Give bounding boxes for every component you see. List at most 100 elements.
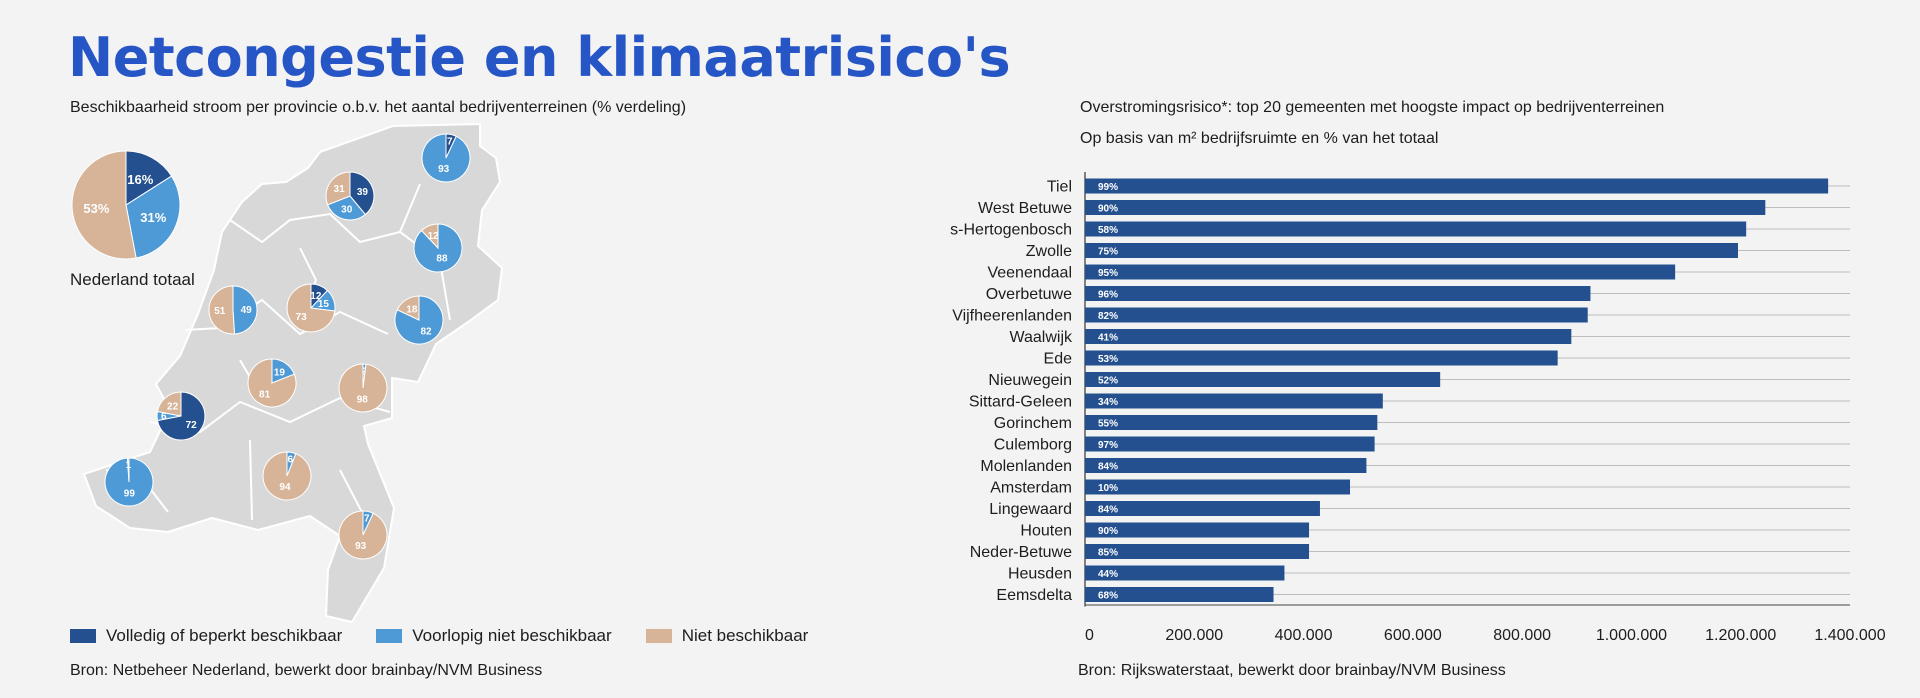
pie-label: 12	[428, 231, 440, 242]
bar-data-label: 52%	[1098, 376, 1118, 387]
bar-data-label: 44%	[1098, 569, 1118, 580]
pie-label: 16%	[127, 172, 153, 187]
pie-slice	[420, 223, 439, 250]
bar-category-label: Waalwijk	[1009, 329, 1073, 346]
bar-data-label: 53%	[1098, 354, 1118, 365]
pie-label: 31	[334, 184, 346, 195]
x-tick-label: 1.000.000	[1596, 627, 1667, 644]
pie-friesland: 39 30 31	[325, 171, 375, 221]
pie-slice	[338, 510, 388, 560]
bar-data-label: 58%	[1098, 225, 1118, 236]
pie-slice	[349, 171, 375, 216]
legend-label-available: Volledig of beperkt beschikbaar	[106, 626, 343, 645]
bar-category-label: Eemsdelta	[996, 587, 1072, 604]
pie-label: 49	[241, 305, 253, 316]
bar-category-label: Zwolle	[1026, 243, 1072, 260]
pie-slice	[325, 171, 351, 206]
pie-label: 51	[214, 306, 226, 317]
map-legend: Volledig of beperkt beschikbaar Voorlopi…	[70, 626, 808, 646]
pie-slice	[247, 358, 297, 408]
bar-source: Bron: Rijkswaterstaat, bewerkt door brai…	[1078, 662, 1506, 679]
bar-data-label: 68%	[1098, 591, 1118, 602]
pie-label: 31%	[140, 210, 166, 225]
bar	[1085, 243, 1738, 258]
bar-data-label: 34%	[1098, 397, 1118, 408]
pie-zuid-holland: 72 622	[156, 391, 206, 441]
legend-item-temporary-unavailable: Voorlopig niet beschikbaar	[376, 626, 612, 646]
legend-swatch-available	[70, 629, 96, 643]
bar-category-label: West Betuwe	[978, 200, 1072, 217]
pie-slice	[262, 451, 312, 501]
bar-data-label: 41%	[1098, 333, 1118, 344]
pie-label: 12	[310, 291, 322, 302]
pie-label: 6	[287, 455, 293, 466]
bar	[1085, 372, 1441, 387]
legend-item-available: Volledig of beperkt beschikbaar	[70, 626, 342, 646]
bar-tick-labels: 0 200.000 400.000 600.000 800.000 1.000.000 1.…	[1085, 627, 1886, 644]
bar	[1085, 307, 1588, 323]
pie-label: 22	[167, 401, 179, 412]
pie-slice	[125, 175, 181, 259]
bar-category-labels: Tiel West Betuwe s-Hertogenbosch Zwolle Veen…	[950, 179, 1073, 605]
bar	[1085, 350, 1558, 366]
x-tick-label: 200.000	[1165, 627, 1223, 644]
bar-data-label: 55%	[1098, 419, 1118, 430]
pie-slice	[208, 285, 236, 335]
x-tick-label: 0	[1085, 627, 1094, 644]
bar-data-label: 97%	[1098, 440, 1118, 451]
bar	[1085, 544, 1310, 559]
pie-label: 82	[421, 327, 433, 338]
bar	[1085, 501, 1320, 516]
map-subtitle: Beschikbaarheid stroom per provincie o.b…	[70, 99, 687, 116]
bar	[1085, 479, 1351, 495]
bar	[1085, 458, 1367, 473]
bar-category-label: Neder-Betuwe	[970, 544, 1072, 561]
legend-swatch-unavailable	[645, 629, 672, 643]
bar-category-label: Molenlanden	[980, 458, 1072, 475]
pie-groningen: 7 93	[421, 133, 471, 183]
pie-drenthe: 88 12	[413, 223, 463, 273]
bar-data-label: 96%	[1098, 290, 1118, 301]
bar-data-label: 82%	[1098, 311, 1118, 322]
netherlands-map-pie-chart: 16%31%53%7933930318812495112157382181981…	[71, 123, 503, 623]
pie-slice	[232, 285, 258, 335]
pie-label: 15	[318, 299, 330, 310]
pie-noord-brabant: 6 94	[262, 451, 312, 501]
pie-label: 39	[357, 187, 369, 198]
page-title: Netcongestie en klimaatrisico's	[68, 26, 1011, 89]
pie-label: 6	[161, 412, 167, 423]
bar-data-label: 75%	[1098, 247, 1118, 258]
pie-label: 1	[126, 460, 132, 471]
pie-label: 88	[436, 254, 448, 265]
map-source: Bron: Netbeheer Nederland, bewerkt door …	[70, 662, 543, 679]
bar-category-label: Ede	[1044, 351, 1073, 368]
bar	[1085, 329, 1572, 344]
pie-slice	[126, 457, 130, 483]
bar	[1085, 221, 1747, 237]
pie-label: 19	[274, 368, 286, 379]
bar-category-label: Culemborg	[994, 437, 1072, 454]
pie-label: 72	[186, 420, 198, 431]
bar-data-label: 95%	[1098, 268, 1118, 279]
bar-data-label: 85%	[1098, 548, 1118, 559]
bar	[1085, 415, 1378, 430]
bar-category-label: Lingewaard	[989, 501, 1072, 518]
pie-label: 73	[296, 312, 308, 323]
bar-data-label: 90%	[1098, 204, 1118, 215]
pie-slice	[327, 195, 367, 221]
pie-label: 81	[259, 389, 271, 400]
bar	[1085, 587, 1274, 602]
pie-label: 99	[124, 488, 136, 499]
pie-slice	[286, 283, 336, 333]
pie-label: 18	[406, 304, 418, 315]
pie-label: 93	[438, 164, 450, 175]
bar	[1085, 393, 1383, 409]
legend-item-unavailable: Niet beschikbaar	[645, 626, 808, 646]
bar-series: 99% 90% 58% 75% 95% 96% 82% 41% 53% 52% 34% 55% 97% 8…	[1085, 178, 1829, 602]
bar	[1085, 436, 1375, 452]
pie-label: 7	[447, 137, 453, 148]
bar-category-label: Houten	[1020, 523, 1072, 540]
